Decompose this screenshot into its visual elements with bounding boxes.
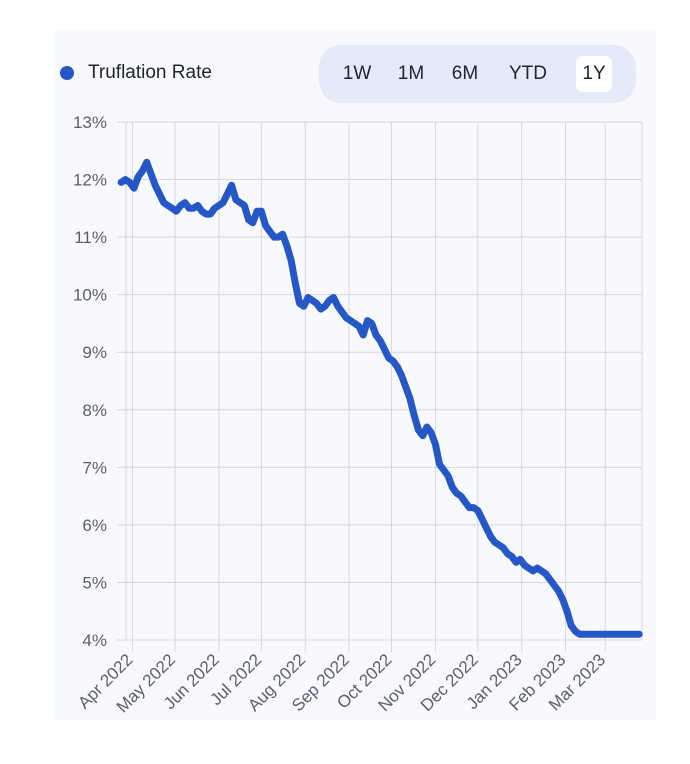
y-tick-label: 8% [82, 401, 107, 420]
y-tick-label: 6% [82, 516, 107, 535]
y-tick-label: 5% [82, 573, 107, 592]
legend-dot-icon [60, 66, 74, 80]
time-range-selector: 1W 1M 6M YTD 1Y [319, 45, 636, 103]
range-1w-button[interactable]: 1W [342, 63, 372, 84]
y-tick-label: 11% [74, 228, 107, 247]
range-6m-button[interactable]: 6M [451, 63, 479, 84]
chart-card [55, 30, 656, 720]
y-tick-label: 13% [73, 113, 107, 132]
y-tick-label: 9% [82, 343, 107, 362]
series-line-truflation-rate [117, 158, 643, 638]
y-tick-label: 7% [82, 458, 107, 477]
range-ytd-button[interactable]: YTD [509, 63, 547, 84]
legend: Truflation Rate [60, 62, 212, 84]
legend-label: Truflation Rate [88, 62, 212, 83]
range-1y-button[interactable]: 1Y [576, 56, 612, 92]
y-tick-label: 12% [73, 171, 107, 190]
y-tick-label: 10% [73, 286, 107, 305]
range-1m-button[interactable]: 1M [397, 63, 425, 84]
y-tick-label: 4% [82, 631, 107, 650]
